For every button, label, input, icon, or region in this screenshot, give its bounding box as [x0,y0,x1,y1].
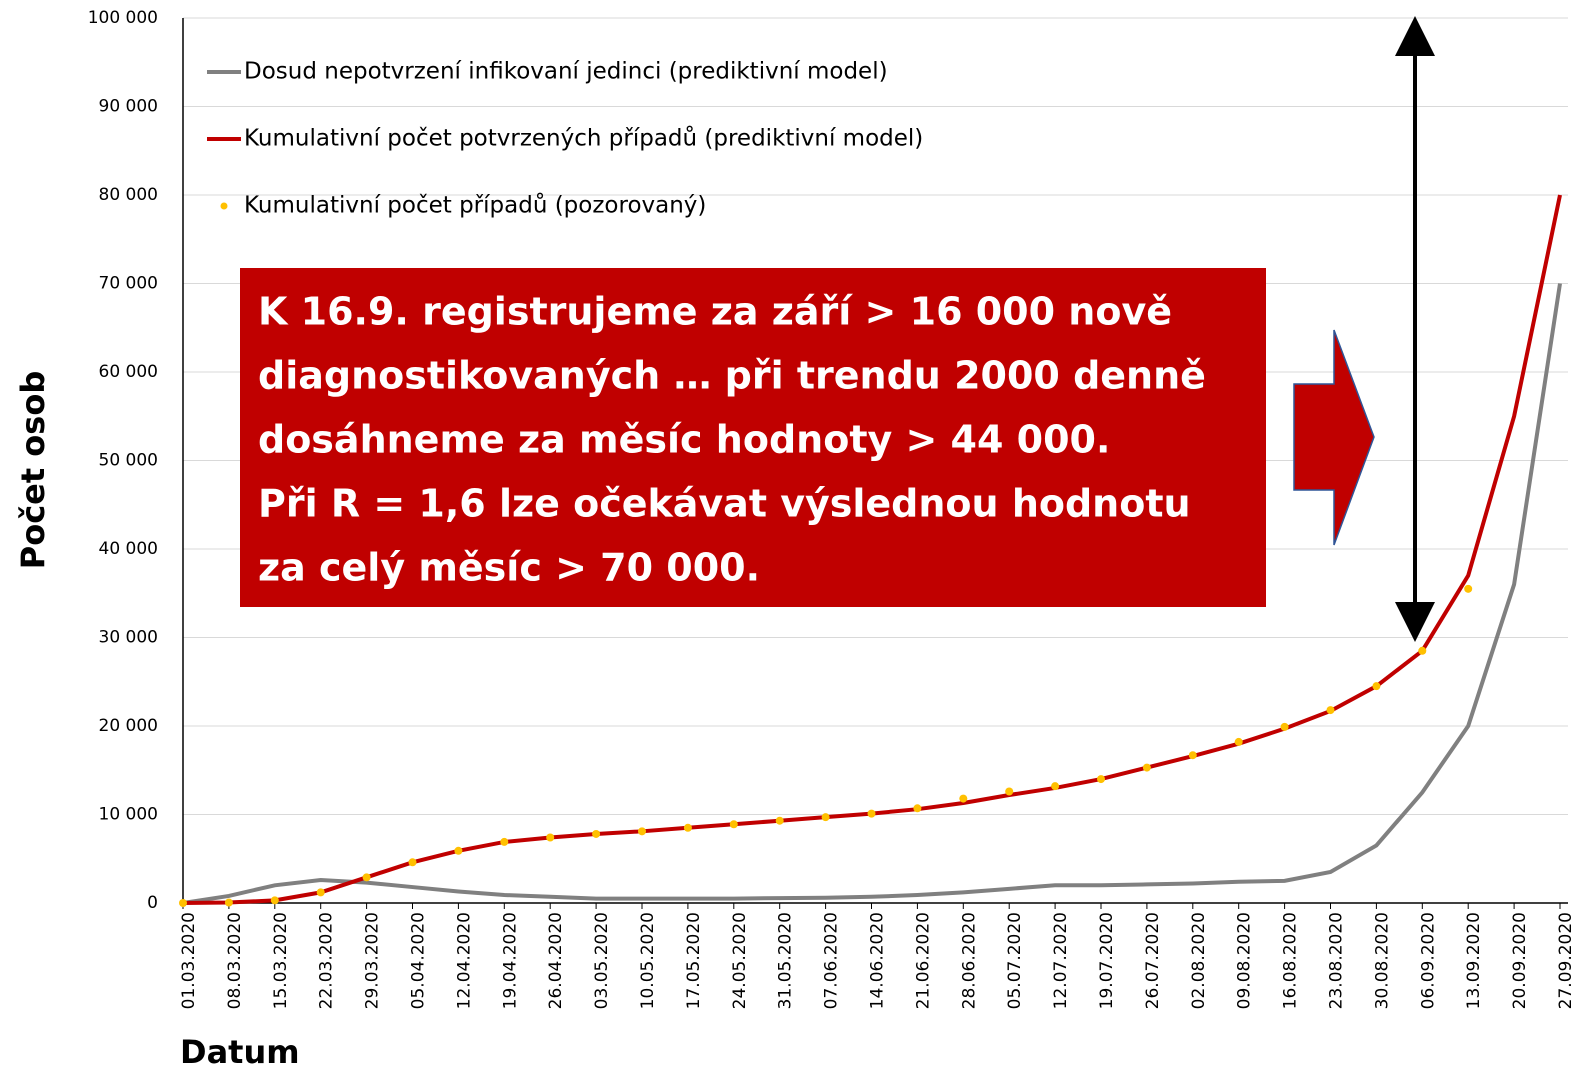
annotation-line: za celý měsíc > 70 000. [258,546,760,590]
x-tick-label: 09.08.2020 [1235,912,1255,1009]
y-tick-label: 90 000 [99,97,158,117]
x-tick-label: 12.07.2020 [1051,912,1071,1009]
annotation-box [240,268,1266,607]
data-point [729,820,738,829]
x-tick-label: 08.03.2020 [225,912,245,1009]
x-tick-label: 10.05.2020 [638,912,658,1009]
data-point [1372,682,1381,691]
data-point [546,833,555,842]
data-point [592,829,601,838]
y-axis-label: Počet osob [14,371,52,569]
data-point [316,888,325,897]
x-tick-label: 24.05.2020 [730,912,750,1009]
legend-label: Dosud nepotvrzení infikovaní jedinci (pr… [244,59,888,85]
data-point [1234,737,1243,746]
annotation-line: K 16.9. registrujeme za září > 16 000 no… [258,290,1172,334]
y-tick-label: 10 000 [99,805,158,825]
x-tick-label: 12.04.2020 [454,912,474,1009]
data-point [1188,751,1197,760]
x-tick-label: 27.09.2020 [1556,912,1576,1009]
x-tick-label: 14.06.2020 [868,912,888,1009]
y-tick-label: 30 000 [99,628,158,648]
x-tick-label: 20.09.2020 [1510,912,1530,1009]
data-point [1418,646,1427,655]
x-tick-label: 02.08.2020 [1189,912,1209,1009]
data-point [454,846,463,855]
data-point [1142,763,1151,772]
y-tick-label: 0 [147,893,158,913]
x-tick-label: 26.07.2020 [1143,912,1163,1009]
x-tick-label: 29.03.2020 [363,912,383,1009]
x-tick-label: 15.03.2020 [271,912,291,1009]
data-point [1326,706,1335,715]
data-point [1051,782,1060,791]
data-point [913,804,922,813]
data-point [500,837,509,846]
data-point [959,794,968,803]
x-tick-label: 22.03.2020 [317,912,337,1009]
data-point [821,813,830,822]
x-tick-label: 31.05.2020 [776,912,796,1009]
y-tick-label: 80 000 [99,185,158,205]
data-point [1005,787,1014,796]
x-tick-label: 28.06.2020 [959,912,979,1009]
x-tick-label: 01.03.2020 [179,912,199,1009]
x-tick-label: 23.08.2020 [1327,912,1347,1009]
y-tick-label: 60 000 [99,362,158,382]
annotation-line: diagnostikovaných … při trendu 2000 denn… [258,354,1206,398]
data-point [179,899,187,907]
x-tick-label: 07.06.2020 [822,912,842,1009]
data-point [683,823,692,832]
data-point [270,896,279,905]
x-tick-label: 26.04.2020 [546,912,566,1009]
data-point [224,898,233,907]
data-point [775,816,784,825]
x-tick-label: 30.08.2020 [1372,912,1392,1009]
x-tick-label: 06.09.2020 [1418,912,1438,1009]
x-tick-label: 21.06.2020 [913,912,933,1009]
legend-label: Kumulativní počet případů (pozorovaný) [244,192,706,219]
data-point [867,809,876,818]
x-tick-label: 13.09.2020 [1464,912,1484,1009]
data-point [1097,775,1105,784]
annotation-line: Při R = 1,6 lze očekávat výslednou hodno… [258,482,1191,526]
x-tick-label: 05.04.2020 [409,912,429,1009]
series-line [182,283,1562,905]
legend-label: Kumulativní počet potvrzených případů (p… [244,125,923,152]
y-tick-label: 20 000 [99,716,158,736]
data-point [1464,584,1473,593]
x-tick-label: 19.04.2020 [500,912,520,1009]
y-tick-label: 40 000 [99,539,158,559]
x-tick-label: 05.07.2020 [1005,912,1025,1009]
block-arrow [1293,329,1375,546]
data-point [1280,722,1289,731]
x-axis-label: Datum [180,1033,300,1071]
annotation-line: dosáhneme za měsíc hodnoty > 44 000. [258,418,1110,462]
y-tick-label: 70 000 [99,274,158,294]
x-tick-label: 17.05.2020 [684,912,704,1009]
y-tick-label: 50 000 [99,451,158,471]
x-tick-label: 16.08.2020 [1281,912,1301,1009]
data-point [408,858,417,867]
data-point [638,827,646,836]
y-tick-label: 100 000 [88,8,158,28]
legend-marker [220,202,228,210]
data-point [362,873,371,882]
x-tick-label: 19.07.2020 [1097,912,1117,1009]
x-tick-label: 03.05.2020 [592,912,612,1009]
